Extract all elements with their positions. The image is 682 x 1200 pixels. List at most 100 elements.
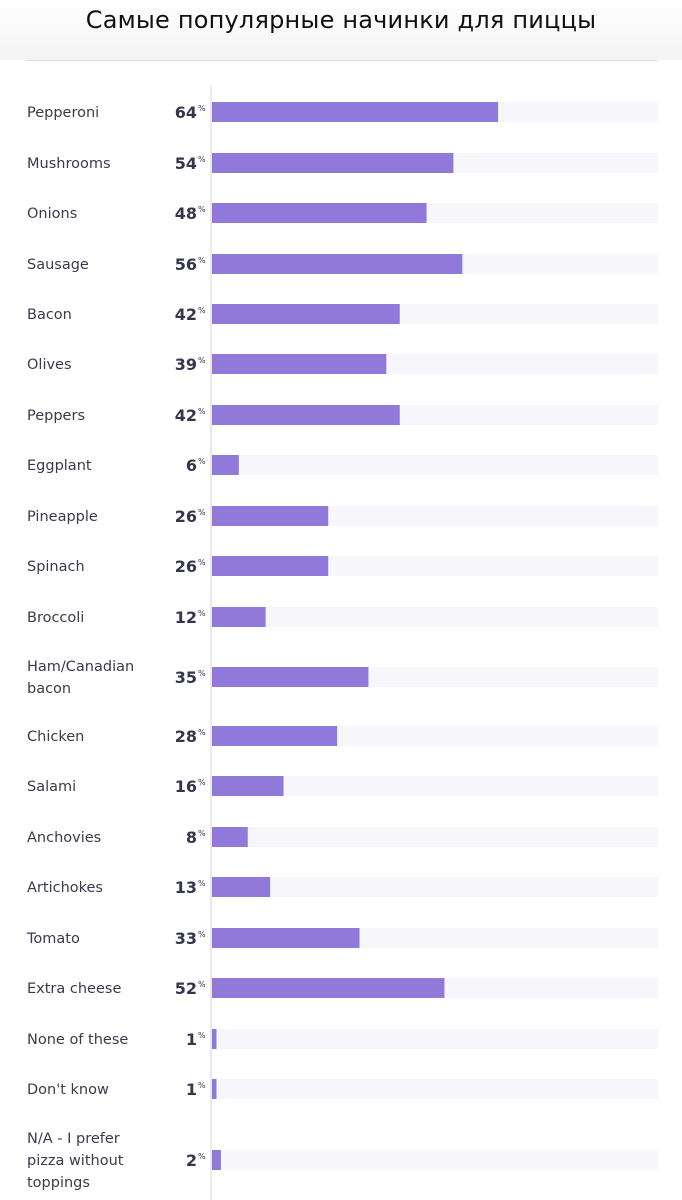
bar (212, 877, 271, 897)
category-label: Sausage (27, 257, 89, 273)
value-label: 48 (175, 204, 197, 223)
bar (212, 928, 360, 948)
percent-sign: % (198, 879, 206, 888)
bar-row: Chicken 28% (27, 726, 658, 746)
value-label: 56 (175, 255, 197, 274)
value-label: 12 (175, 608, 197, 627)
value-label: 54 (175, 154, 197, 173)
bar-row: N/A - I prefer pizza without toppings 2% (27, 1131, 658, 1191)
bar (212, 1150, 221, 1170)
bar-row: Mushrooms 54% (27, 153, 658, 173)
percent-sign: % (198, 104, 206, 113)
bar (212, 304, 400, 324)
percent-sign: % (198, 407, 206, 416)
bar-row: Ham/Canadian bacon 35% (27, 659, 658, 697)
bar (212, 667, 369, 687)
category-label: Mushrooms (27, 156, 111, 172)
percent-sign: % (198, 306, 206, 315)
bar (212, 776, 284, 796)
category-label: None of these (27, 1032, 128, 1048)
bar-row: Broccoli 12% (27, 607, 658, 627)
bar-row: Olives 39% (27, 354, 658, 374)
bar-row: Eggplant 6% (27, 455, 658, 475)
bar-track (212, 1029, 658, 1049)
percent-sign: % (198, 829, 206, 838)
category-label: Ham/Canadian bacon (27, 659, 134, 697)
category-label: Pepperoni (27, 105, 99, 121)
percent-sign: % (198, 457, 206, 466)
category-label: N/A - I prefer pizza without toppings (27, 1131, 124, 1191)
title-area (0, 0, 682, 60)
percent-sign: % (198, 256, 206, 265)
bar-row: Tomato 33% (26, 928, 658, 948)
value-label: 42 (175, 305, 197, 324)
bar (212, 254, 463, 274)
category-label: Extra cheese (27, 981, 121, 997)
bar-track (212, 827, 658, 847)
category-label: Peppers (27, 408, 85, 424)
value-label: 52 (175, 979, 197, 998)
value-label: 1 (186, 1030, 197, 1049)
bar (212, 978, 445, 998)
value-label: 1 (186, 1080, 197, 1099)
bar (212, 405, 400, 425)
percent-sign: % (198, 155, 206, 164)
value-label: 26 (175, 507, 197, 526)
bar-row: Onions 48% (27, 203, 658, 223)
bar-track (212, 1079, 658, 1099)
value-label: 13 (175, 878, 197, 897)
bar (212, 556, 329, 576)
bar-row: Anchovies 8% (27, 827, 658, 847)
percent-sign: % (198, 778, 206, 787)
bar (212, 726, 338, 746)
category-label: Salami (27, 779, 76, 795)
value-label: 28 (175, 727, 197, 746)
category-label: Pineapple (27, 509, 98, 525)
percent-sign: % (198, 728, 206, 737)
category-label: Bacon (27, 307, 72, 323)
percent-sign: % (198, 205, 206, 214)
category-label: Broccoli (27, 610, 84, 626)
bar-row: Salami 16% (27, 776, 658, 796)
percent-sign: % (198, 669, 206, 678)
value-label: 26 (175, 557, 197, 576)
percent-sign: % (198, 356, 206, 365)
bar-track (212, 455, 658, 475)
category-label: Olives (27, 357, 72, 373)
percent-sign: % (198, 609, 206, 618)
bar-track (212, 877, 658, 897)
bar (212, 354, 387, 374)
bar (212, 1029, 217, 1049)
value-label: 39 (175, 355, 197, 374)
percent-sign: % (198, 1031, 206, 1040)
percent-sign: % (198, 508, 206, 517)
bar (212, 203, 427, 223)
percent-sign: % (198, 980, 206, 989)
percent-sign: % (198, 930, 206, 939)
category-label: Eggplant (27, 458, 92, 474)
value-label: 6 (186, 456, 197, 475)
bar-row: Artichokes 13% (27, 877, 658, 897)
bar (212, 153, 454, 173)
value-label: 16 (175, 777, 197, 796)
value-label: 64 (175, 103, 197, 122)
bar-row: Don't know 1% (27, 1079, 658, 1099)
title-divider (26, 60, 658, 61)
category-label: Don't know (27, 1082, 109, 1098)
bar-track (212, 1150, 658, 1170)
bar-track (212, 607, 658, 627)
page-title: Самые популярные начинки для пиццы (85, 6, 597, 34)
bar (212, 506, 329, 526)
value-label: 2 (186, 1151, 197, 1170)
percent-sign: % (198, 1081, 206, 1090)
bar-row: Spinach 26% (27, 556, 658, 576)
value-label: 33 (175, 929, 197, 948)
bar (212, 1079, 217, 1099)
bar-row: Pineapple 26% (27, 506, 658, 526)
value-label: 8 (186, 828, 197, 847)
bar-row: Sausage 56% (27, 254, 658, 274)
bar-track (212, 776, 658, 796)
bar-row: Peppers 42% (27, 405, 658, 425)
bar (212, 102, 499, 122)
